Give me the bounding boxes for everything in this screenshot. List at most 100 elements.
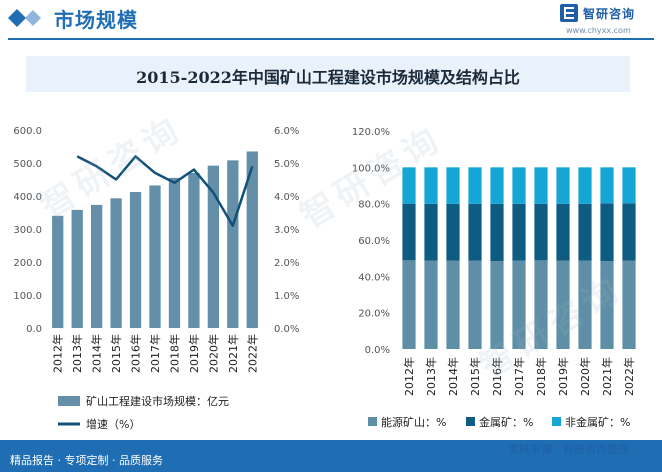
metal-mine-segment bbox=[534, 203, 548, 261]
stacked-x-axis-tick: 2020年 bbox=[578, 357, 592, 396]
energy-mine-segment bbox=[556, 260, 570, 349]
page-title: 市场规模 bbox=[54, 8, 138, 32]
stacked-x-axis-tick: 2021年 bbox=[600, 357, 614, 396]
x-axis-tick: 2014年 bbox=[90, 334, 104, 373]
right-axis-tick: 1.0% bbox=[274, 291, 299, 302]
legend-swatch-market-size bbox=[58, 396, 80, 406]
stacked-axis-tick: 80.0% bbox=[358, 200, 390, 211]
metal-mine-segment bbox=[578, 203, 592, 261]
nonmetal-mine-segment bbox=[424, 167, 438, 204]
legend-label-growth: 增速（%） bbox=[86, 417, 140, 431]
source-note: 资料来源：智研咨询整理 bbox=[508, 443, 629, 456]
x-axis-tick: 2021年 bbox=[226, 334, 240, 373]
brand-name: 智研咨询 bbox=[583, 7, 636, 21]
right-axis-tick: 4.0% bbox=[274, 192, 299, 203]
metal-mine-segment bbox=[402, 203, 416, 261]
market-size-bar bbox=[207, 165, 220, 328]
right-axis-tick: 3.0% bbox=[274, 225, 299, 236]
x-axis-tick: 2020年 bbox=[206, 334, 220, 373]
metal-mine-segment bbox=[490, 203, 504, 262]
nonmetal-mine-segment bbox=[622, 167, 636, 204]
nonmetal-mine-segment bbox=[534, 167, 548, 204]
x-axis-tick: 2022年 bbox=[245, 334, 259, 373]
energy-mine-segment bbox=[600, 261, 614, 349]
legend-swatch-nonmetal-mine-segment bbox=[552, 417, 561, 426]
metal-mine-segment bbox=[622, 203, 636, 261]
stacked-x-axis-tick: 2022年 bbox=[622, 357, 636, 396]
left-axis-tick: 300.0 bbox=[13, 225, 42, 236]
legend-swatch-energy-mine-segment bbox=[368, 417, 377, 426]
right-axis-tick: 0.0% bbox=[274, 324, 299, 335]
energy-mine-segment bbox=[622, 260, 636, 349]
left-axis-tick: 200.0 bbox=[13, 258, 42, 269]
nonmetal-mine-segment bbox=[512, 167, 526, 204]
energy-mine-segment bbox=[534, 260, 548, 349]
left-axis-tick: 600.0 bbox=[13, 126, 42, 137]
stacked-x-axis-tick: 2019年 bbox=[556, 357, 570, 396]
stacked-x-axis-tick: 2014年 bbox=[446, 357, 460, 396]
stacked-axis-tick: 60.0% bbox=[358, 236, 390, 247]
x-axis-tick: 2013年 bbox=[70, 334, 84, 373]
header-divider bbox=[8, 38, 654, 40]
energy-mine-segment bbox=[468, 260, 482, 349]
left-axis-tick: 0.0 bbox=[26, 324, 42, 335]
brand-url: www.chyxx.com bbox=[566, 26, 631, 35]
right-axis-tick: 5.0% bbox=[274, 159, 299, 170]
market-size-bar bbox=[149, 185, 161, 328]
footer-slogan: 精品报告 · 专项定制 · 品质服务 bbox=[10, 454, 163, 467]
stacked-axis-tick: 40.0% bbox=[358, 272, 390, 283]
energy-mine-segment bbox=[402, 260, 416, 349]
nonmetal-mine-segment bbox=[578, 167, 592, 204]
nonmetal-mine-segment bbox=[468, 167, 482, 204]
energy-mine-segment bbox=[578, 260, 592, 349]
legend-label-metal-mine-segment: 金属矿：% bbox=[479, 415, 533, 429]
growth-rate-line bbox=[76, 155, 254, 227]
x-axis-tick: 2017年 bbox=[148, 334, 162, 373]
footer-bar: 精品报告 · 专项定制 · 品质服务 bbox=[0, 440, 662, 472]
nonmetal-mine-segment bbox=[600, 167, 614, 204]
right-axis-tick: 2.0% bbox=[274, 258, 299, 269]
header-diamond-icon bbox=[8, 9, 41, 27]
stacked-x-axis-tick: 2016年 bbox=[490, 357, 504, 396]
right-axis-tick: 6.0% bbox=[274, 126, 299, 137]
legend-label-energy-mine-segment: 能源矿山：% bbox=[381, 415, 446, 429]
legend-label-nonmetal-mine-segment: 非金属矿：% bbox=[565, 415, 630, 429]
market-size-bar bbox=[110, 198, 122, 328]
stacked-axis-tick: 100.0% bbox=[352, 163, 390, 174]
chart-title: 2015-2022年中国矿山工程建设市场规模及结构占比 bbox=[136, 68, 520, 87]
brand-logo-icon bbox=[560, 4, 578, 22]
legend-swatch-metal-mine-segment bbox=[466, 417, 475, 426]
market-size-bar bbox=[227, 160, 239, 328]
stacked-x-axis-tick: 2017年 bbox=[512, 357, 526, 396]
energy-mine-segment bbox=[512, 260, 526, 349]
stacked-x-axis-tick: 2018年 bbox=[534, 357, 548, 396]
header: 市场规模 智研咨询 www.chyxx.com bbox=[0, 0, 662, 40]
market-size-bar bbox=[90, 204, 103, 328]
left-axis-tick: 400.0 bbox=[13, 192, 42, 203]
left-axis-tick: 100.0 bbox=[13, 291, 42, 302]
x-axis-tick: 2016年 bbox=[129, 334, 143, 373]
energy-mine-segment bbox=[490, 261, 504, 349]
energy-mine-segment bbox=[424, 260, 438, 349]
energy-mine-segment bbox=[446, 260, 460, 349]
metal-mine-segment bbox=[600, 203, 614, 262]
metal-mine-segment bbox=[512, 203, 526, 261]
x-axis-tick: 2019年 bbox=[187, 334, 201, 373]
nonmetal-mine-segment bbox=[446, 167, 460, 204]
market-size-bar bbox=[168, 177, 181, 328]
nonmetal-mine-segment bbox=[402, 167, 416, 204]
stacked-x-axis-tick: 2015年 bbox=[468, 357, 482, 396]
metal-mine-segment bbox=[556, 203, 570, 261]
market-size-bar bbox=[129, 192, 142, 328]
x-axis-tick: 2015年 bbox=[109, 334, 123, 373]
market-size-bar bbox=[188, 172, 200, 328]
x-axis-tick: 2018年 bbox=[168, 334, 182, 373]
market-size-bar bbox=[71, 209, 83, 328]
stacked-axis-tick: 20.0% bbox=[358, 309, 390, 320]
left-axis-tick: 500.0 bbox=[13, 159, 42, 170]
market-size-bar bbox=[52, 215, 64, 328]
metal-mine-segment bbox=[424, 203, 438, 261]
stacked-axis-tick: 0.0% bbox=[365, 345, 390, 356]
metal-mine-segment bbox=[446, 203, 460, 261]
stacked-x-axis-tick: 2012年 bbox=[402, 357, 416, 396]
